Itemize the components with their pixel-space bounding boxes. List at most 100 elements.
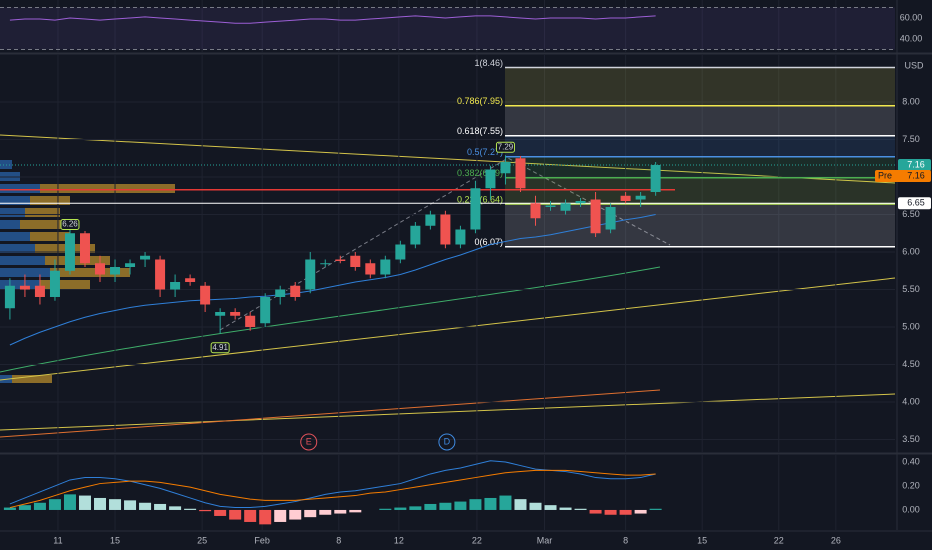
- candle-body: [530, 203, 541, 219]
- candle-body: [440, 214, 451, 245]
- histogram-bar: [469, 499, 482, 510]
- candle-body: [4, 285, 15, 309]
- histogram-bar: [63, 494, 76, 510]
- histogram-bar: [184, 508, 197, 510]
- histogram-bar: [559, 507, 572, 510]
- candle-body: [470, 188, 481, 230]
- x-tick-label: 22: [472, 535, 482, 545]
- candle-body: [245, 315, 256, 327]
- x-tick-label: 15: [697, 535, 707, 545]
- histogram-bar: [424, 503, 437, 510]
- price-tag: [60, 219, 80, 231]
- candle-body: [620, 195, 631, 202]
- candle-body: [380, 259, 391, 275]
- event-marker: [438, 433, 456, 451]
- candle-body: [455, 229, 466, 245]
- moving-average: [9, 214, 656, 346]
- x-tick-label: 25: [197, 535, 207, 545]
- histogram-bar: [499, 495, 512, 510]
- candle-body: [395, 244, 406, 260]
- candle-body: [215, 311, 226, 316]
- y-tick-label: 7.50: [902, 134, 920, 144]
- candle-body: [305, 259, 316, 290]
- macd-line: [9, 460, 656, 509]
- histogram-bar: [454, 501, 467, 510]
- histogram-bar: [394, 507, 407, 510]
- histogram-bar: [529, 502, 542, 510]
- candle-body: [95, 263, 106, 275]
- fib-zone: [505, 67, 895, 106]
- histogram-bar: [304, 509, 317, 518]
- y-tick-label: 5.50: [902, 284, 920, 294]
- fib-zone: [505, 204, 895, 247]
- histogram-bar: [109, 499, 122, 510]
- candle-body: [79, 233, 90, 264]
- currency: USD: [904, 60, 924, 70]
- histogram-bar: [484, 497, 497, 510]
- x-tick-label: Mar: [537, 535, 553, 545]
- trendline: [0, 134, 896, 184]
- x-tick-label: Feb: [254, 535, 270, 545]
- candle-body: [170, 281, 181, 290]
- candle-body: [200, 285, 211, 305]
- histogram-bar: [589, 509, 602, 514]
- y-tick-label: 4.50: [902, 359, 920, 369]
- moving-average: [0, 266, 661, 373]
- fib-zone: [505, 156, 895, 178]
- candle-body: [335, 259, 346, 261]
- candle-body: [575, 201, 586, 204]
- histogram-bar: [409, 506, 422, 510]
- x-tick-label: 11: [53, 535, 62, 545]
- histogram-bar: [634, 509, 647, 514]
- moving-average: [0, 389, 661, 438]
- histogram-bar: [319, 509, 332, 515]
- fib-label: 0.786(7.95): [457, 96, 503, 106]
- candle-body: [140, 255, 151, 260]
- histogram-bar: [259, 509, 272, 525]
- candle-body: [290, 285, 301, 297]
- fib-zone: [505, 177, 895, 205]
- y-tick-label: 0.20: [902, 480, 920, 490]
- price-tag: [210, 342, 230, 354]
- histogram-bar: [214, 509, 227, 516]
- candle-body: [545, 205, 556, 208]
- y-tick-label: 3.50: [902, 434, 920, 444]
- candle-body: [560, 203, 571, 211]
- event-marker: [300, 433, 318, 451]
- trendline: [0, 393, 896, 431]
- histogram-bar: [274, 509, 287, 522]
- histogram-bar: [439, 502, 452, 510]
- candle-body: [365, 263, 376, 275]
- fib-label: 1(8.46): [474, 58, 503, 68]
- histogram-bar: [289, 509, 302, 520]
- event-label: E: [306, 436, 312, 446]
- y-tick-label: 8.00: [902, 96, 920, 106]
- candle-body: [485, 169, 496, 189]
- histogram-bar: [3, 507, 16, 510]
- candle-body: [125, 263, 136, 267]
- high-label: 7.29: [498, 142, 514, 151]
- x-tick-label: 26: [831, 535, 841, 545]
- histogram-bar: [124, 500, 137, 510]
- candle-body: [635, 195, 646, 200]
- x-tick-label: 12: [394, 535, 404, 545]
- y-tick-label: 40.00: [900, 33, 923, 43]
- rsi-line: [9, 15, 656, 24]
- volume-profile: [0, 160, 175, 383]
- candle-body: [19, 285, 30, 290]
- histogram-bar: [244, 509, 257, 522]
- event-label: D: [444, 436, 451, 446]
- candle-body: [410, 225, 421, 245]
- signal-line: [9, 469, 656, 509]
- candle-body: [275, 289, 286, 297]
- trendline: [0, 277, 896, 381]
- candle-body: [34, 285, 45, 297]
- candle-body: [320, 263, 331, 265]
- candle-body: [515, 158, 526, 189]
- histogram-bar: [154, 503, 167, 510]
- histogram-bar: [33, 502, 46, 510]
- histogram-bar: [619, 509, 632, 515]
- last-price-box: [898, 159, 931, 172]
- fib-label: 0.5(7.27): [467, 147, 503, 157]
- line-price: 6.65: [907, 198, 925, 208]
